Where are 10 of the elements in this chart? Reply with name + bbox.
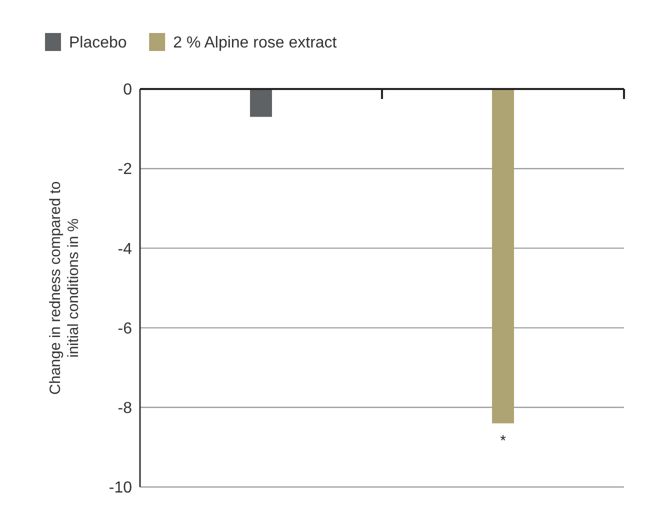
y-tick-label: -10 bbox=[108, 480, 132, 497]
y-tick-label: -6 bbox=[118, 320, 132, 338]
y-tick-label: -4 bbox=[118, 240, 132, 258]
legend-label: Placebo bbox=[69, 34, 127, 52]
annotation: * bbox=[500, 432, 506, 450]
y-tick-label: 0 bbox=[123, 82, 132, 99]
y-tick-label: -2 bbox=[118, 161, 132, 178]
legend-label: 2 % Alpine rose extract bbox=[173, 34, 338, 52]
y-axis-title: Change in redness compared to initial conditions in % bbox=[47, 181, 82, 395]
y-tick-label: -8 bbox=[118, 400, 132, 417]
